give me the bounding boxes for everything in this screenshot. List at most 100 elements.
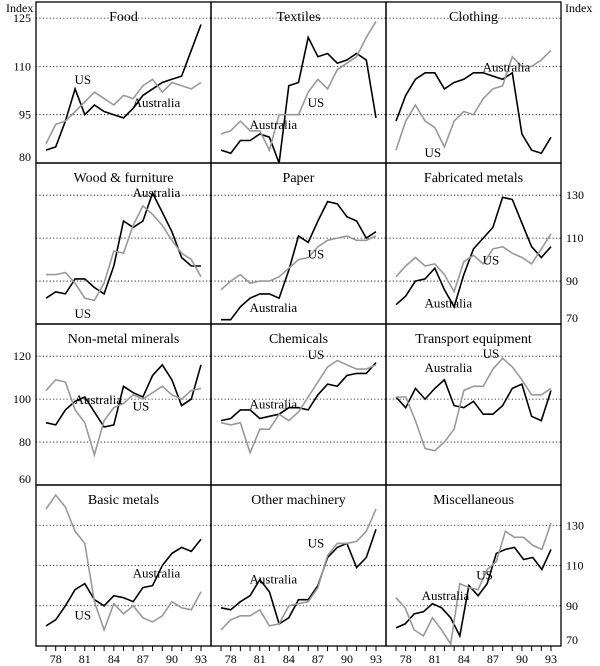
series-line-us [220,359,377,456]
y-tick-label: 70 [566,311,578,325]
y-axis-title-right: Index [565,1,592,15]
series-line-australia [395,196,552,309]
y-tick-label: 80 [19,435,31,449]
series-label-australia: Australia [249,572,297,587]
series-label-australia: Australia [483,59,531,74]
panel-title: Transport equipment [415,332,532,347]
panel-title: Fabricated metals [424,171,523,186]
y-tick-label: 130 [566,518,584,532]
series-label-australia: Australia [133,566,181,581]
x-tick-label: 81 [429,652,441,666]
panel-frame [35,162,212,325]
y-tick-label: 90 [566,599,578,613]
series-label-australia: Australia [424,360,472,375]
y-tick-label: 110 [566,231,584,245]
x-tick-label: 84 [108,652,120,666]
panel-title: Chemicals [269,332,328,347]
panel-frame [385,1,562,164]
series-line-us [220,20,377,153]
x-tick-label: 93 [195,652,207,666]
panel-paper: Paper Australia US [210,162,387,325]
y-tick-label: 70 [566,633,578,647]
series-line-australia [45,538,202,627]
panel-title: Food [109,10,138,25]
panel-frame [385,162,562,325]
y-tick-label: 60 [19,472,31,486]
x-tick-label: 93 [545,652,557,666]
y-tick-label: 80 [19,150,31,164]
y-tick-label: 110 [13,59,31,73]
y-tick-label: 100 [13,392,31,406]
panel-other-machinery: Other machinery Australia US [210,484,387,647]
series-line-australia [45,24,202,151]
y-tick-label: 130 [566,188,584,202]
series-label-us: US [308,535,325,550]
series-line-us [395,233,552,294]
panel-basic-metals: Basic metals US Australia [35,484,212,647]
series-label-australia: Australia [424,296,472,311]
series-label-australia: Australia [249,117,297,132]
series-line-us [220,235,377,291]
series-label-us: US [133,399,150,414]
series-line-australia [220,362,377,422]
series-label-us: US [74,608,91,623]
series-label-australia: Australia [133,95,181,110]
panel-wood-and-furniture: Wood & furniture US Australia [35,162,212,325]
panel-title: Paper [283,171,315,186]
panel-food: Food US Australia [35,1,212,164]
x-tick-label: 87 [312,652,324,666]
series-label-us: US [476,567,493,582]
series-label-australia: Australia [249,300,297,315]
x-tick-label: 78 [225,652,237,666]
x-tick-label: 87 [137,652,149,666]
y-tick-label: 125 [13,11,31,25]
x-tick-label: 90 [166,652,178,666]
series-line-us [396,357,552,452]
panel-fabricated-metals: Fabricated metals Australia US [385,162,562,325]
panel-grid: 80 95 110 125 70 90 110 130 60 80 100 120 70 90 110 130… [13,1,584,647]
panel-miscellaneous: Miscellaneous Australia US [385,484,562,647]
series-line-us [45,493,202,633]
panel-frame [35,323,212,486]
panel-frame [210,162,387,325]
panel-title: Non-metal minerals [68,332,180,347]
series-line-us [46,204,202,302]
panel-frame [35,1,212,164]
x-tick-label: 87 [487,652,499,666]
x-tick-label: 90 [341,652,353,666]
series-label-australia: Australia [133,185,181,200]
panel-title: Clothing [449,10,498,25]
series-label-us: US [308,246,325,261]
panel-non-metal-minerals: Non-metal minerals Australia US [35,323,212,486]
x-tick-label: 78 [400,652,412,666]
panel-frame [210,484,387,647]
panel-title: Other machinery [251,493,345,508]
y-tick-label: 90 [566,274,578,288]
series-label-us: US [74,72,91,87]
series-line-us [45,378,202,458]
y-axis-title-left: Index [6,1,33,15]
x-tick-label: 84 [458,652,470,666]
series-line-australia [221,200,377,321]
panel-frame [385,484,562,647]
panel-title: Textiles [276,10,320,25]
panel-frame [210,323,387,486]
y-tick-label: 110 [566,559,584,573]
series-label-us: US [424,145,441,160]
series-line-australia [395,546,552,639]
panel-frame [35,484,212,647]
panel-title: Basic metals [88,493,159,508]
series-label-us: US [483,253,500,268]
panel-transport-equipment: Transport equipment Australia US [385,323,562,486]
x-tick-label: 81 [254,652,266,666]
panel-title: Miscellaneous [433,493,514,508]
y-tick-label: 120 [13,349,31,363]
series-label-us: US [308,347,325,362]
y-tick-label: 95 [19,108,31,122]
panel-textiles: Textiles Australia US [210,1,387,164]
x-tick-label: 81 [79,652,91,666]
x-axis-ticks: 78 81 84 87 90 93 78 81 84 87 90 93 78 81 84 87 90 93 [45,646,557,666]
series-line-australia [395,378,552,422]
series-line-us [395,49,552,151]
series-line-australia [220,35,377,164]
